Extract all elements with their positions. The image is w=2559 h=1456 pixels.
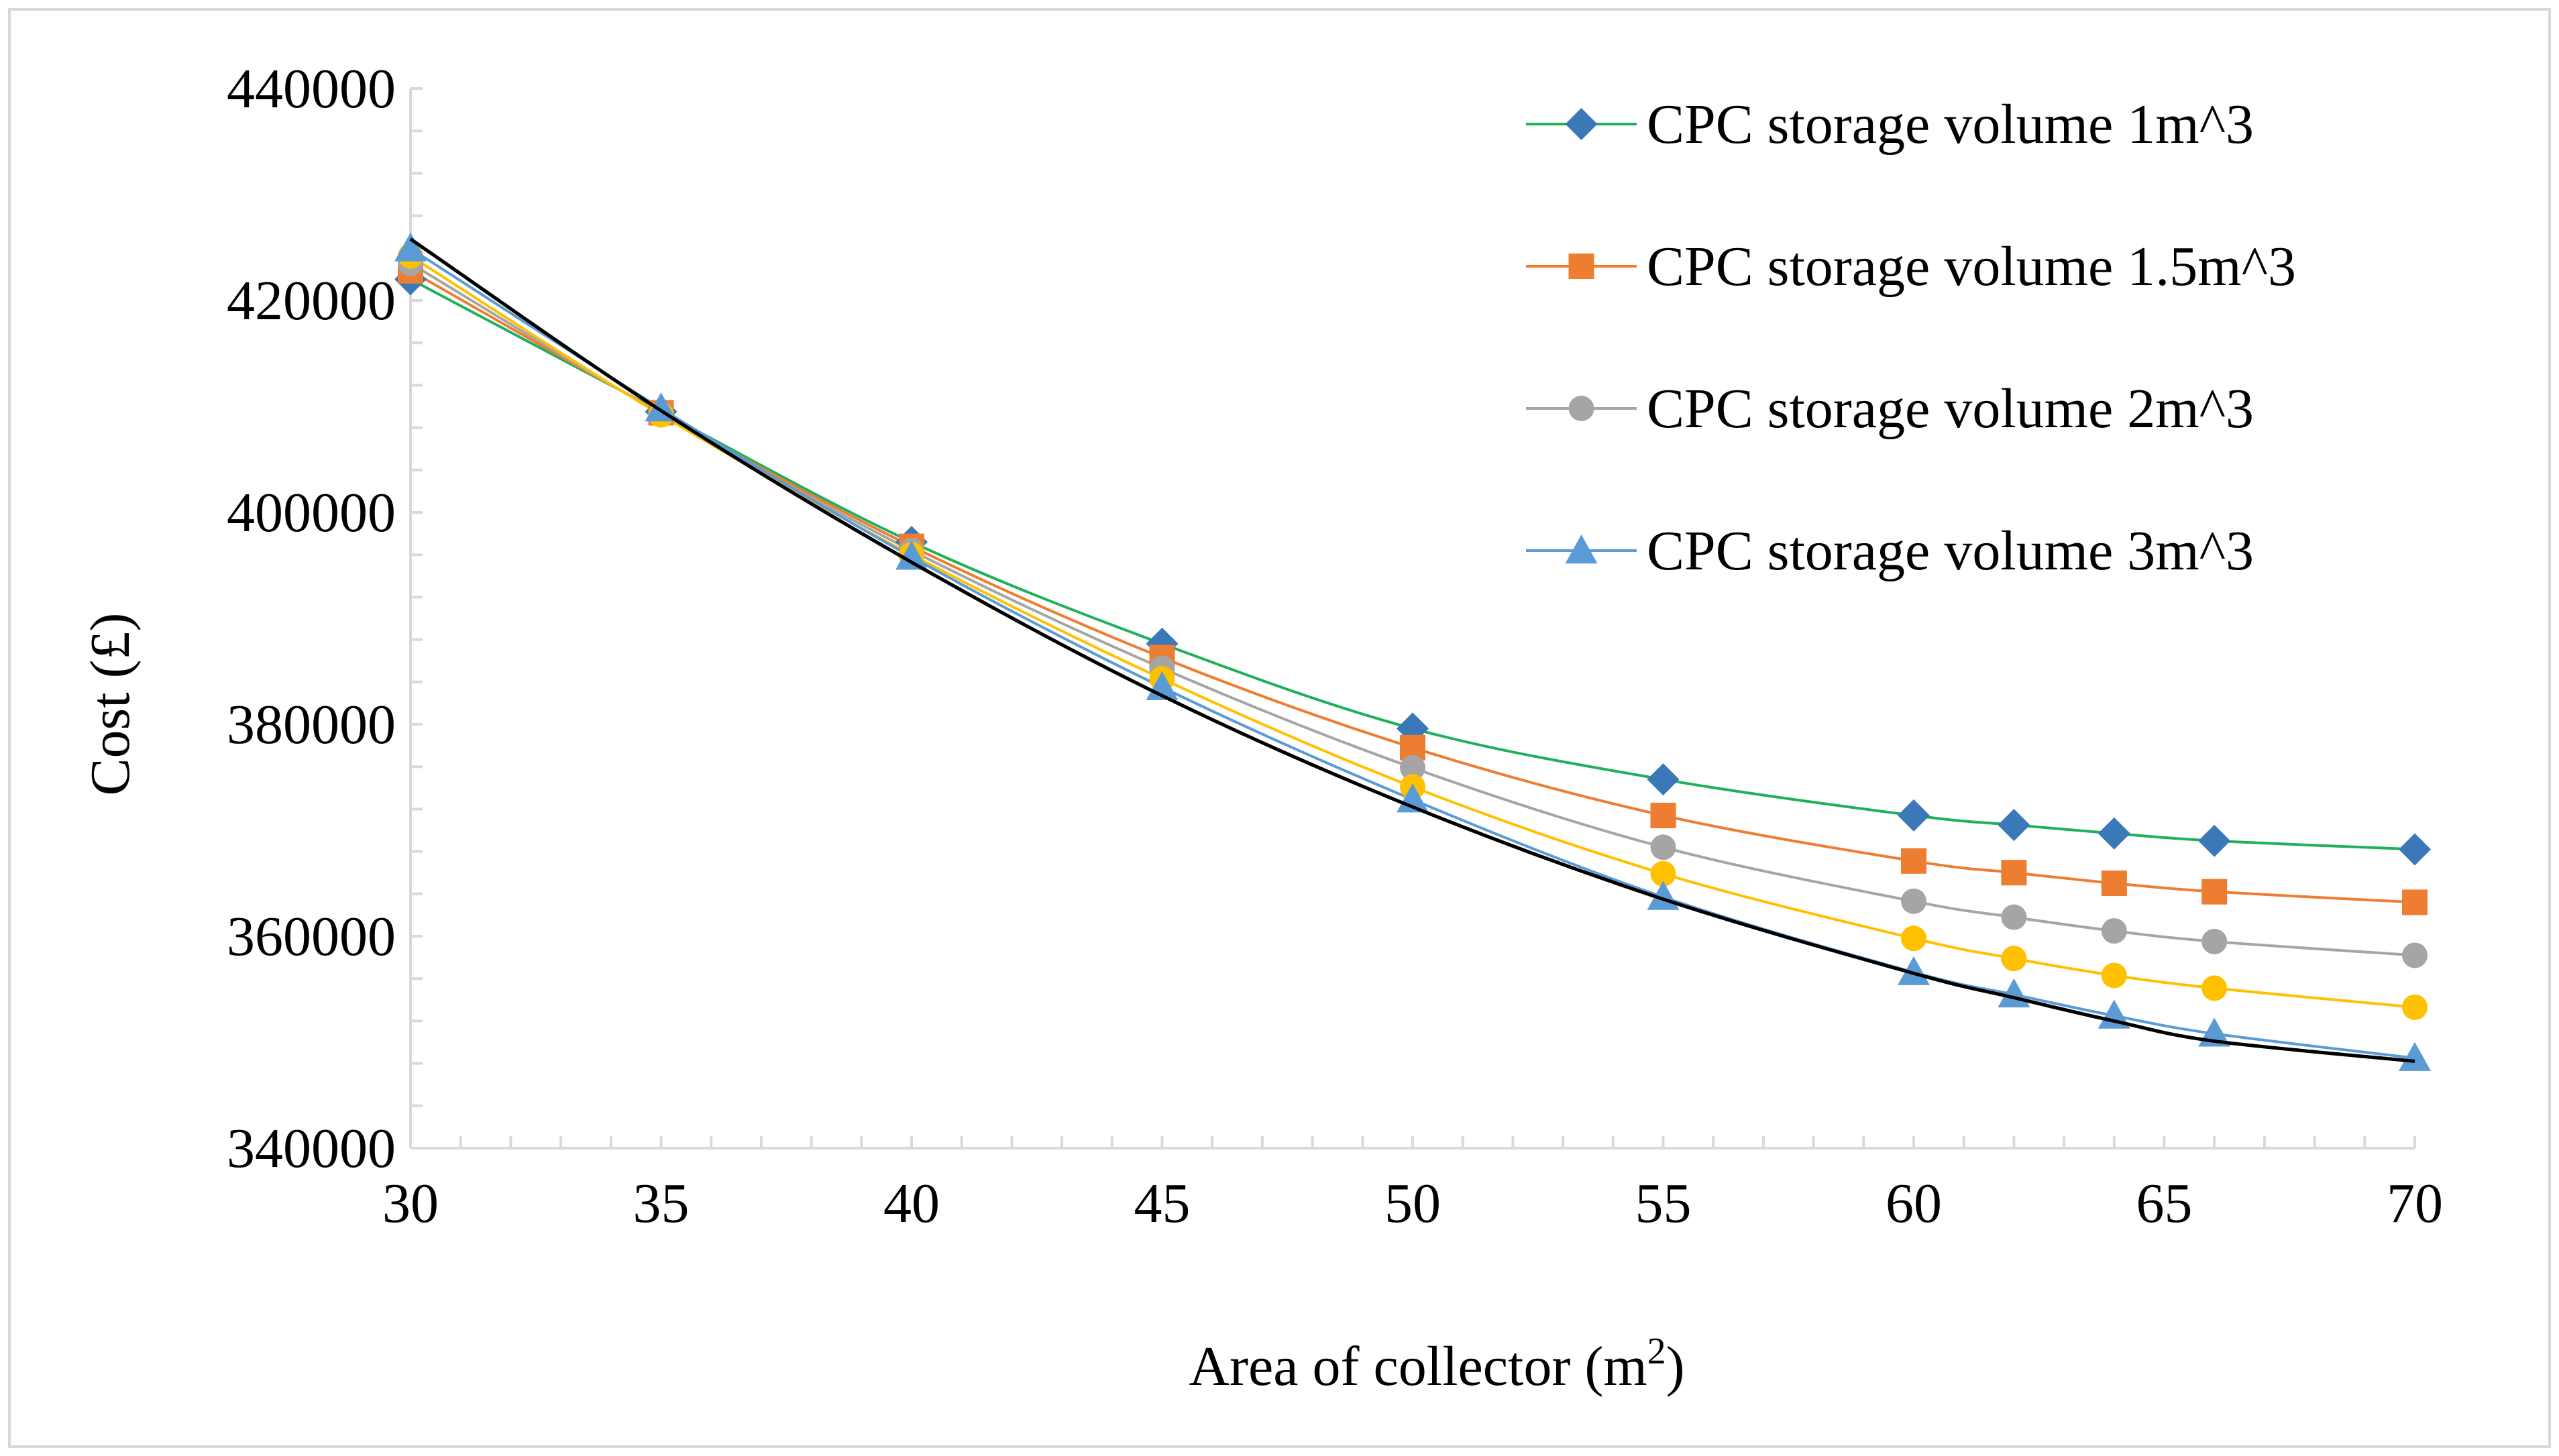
data-point-s2-6 [1901,888,1926,914]
x-tick-label: 55 [1635,1172,1692,1235]
data-point-s2-7 [2001,904,2027,930]
y-tick-label: 440000 [227,58,396,120]
x-tick-label: 50 [1384,1172,1441,1235]
data-point-s1-8 [2101,871,2127,896]
data-point-s1-7 [2001,860,2027,886]
data-point-s0-10 [2399,833,2431,866]
x-tick-label: 35 [633,1172,690,1235]
data-point-s1-10 [2402,889,2428,915]
x-tick-label: 70 [2387,1172,2443,1235]
legend-marker [1568,396,1594,421]
axes: 340000 360000 380000 400000 420000 440000 30 35… [227,58,2443,1235]
legend-label: CPC storage volume 2m^3 [1647,378,2254,440]
x-tick-label: 45 [1134,1172,1191,1235]
x-tick-label: 65 [2136,1172,2193,1235]
legend-marker [1568,254,1594,279]
chart-frame [8,8,2551,1448]
data-point-s3-6 [1901,926,1926,952]
y-tick-label: 340000 [227,1117,396,1180]
y-tick-label: 400000 [227,482,396,544]
legend-marker [1565,535,1598,564]
data-point-s3-7 [2001,946,2027,972]
data-point-s4-2 [895,541,928,570]
data-point-s3-9 [2201,975,2228,1001]
data-point-s1-6 [1901,848,1926,874]
x-tick-label: 40 [883,1172,940,1235]
legend: CPC storage volume 1m^3 CPC storage volum… [1526,93,2296,582]
data-point-s3-5 [1650,860,1676,887]
y-tick-label: 380000 [227,693,396,756]
data-point-s0-5 [1647,763,1680,796]
legend-marker [1565,108,1598,140]
data-point-s2-4 [1400,754,1425,781]
y-tick-label: 420000 [227,270,396,332]
data-point-s3-10 [2402,994,2428,1020]
x-axis-title: Area of collector (m2) [1189,1331,1684,1398]
data-point-s2-9 [2201,928,2228,954]
data-point-s1-9 [2201,879,2228,905]
series-layer [394,232,2431,1071]
data-point-s0-6 [1898,799,1930,832]
data-point-s0-8 [2098,817,2130,850]
y-tick-label: 360000 [227,905,396,968]
legend-label: CPC storage volume 3m^3 [1647,520,2254,582]
legend-label: CPC storage volume 1m^3 [1647,93,2254,156]
data-point-s1-5 [1650,802,1676,828]
legend-label: CPC storage volume 1.5m^3 [1647,235,2296,298]
x-tick-label: 30 [382,1172,439,1235]
data-point-s2-5 [1650,834,1676,860]
series-line-overlay [409,237,2415,1063]
data-point-s4-0 [394,232,427,262]
y-axis-title: Cost (£) [79,613,142,796]
series-line-2 [409,262,2415,957]
data-point-s3-8 [2101,962,2127,989]
data-point-s0-7 [1998,809,2030,842]
x-tick-label: 60 [1886,1172,1942,1235]
data-point-s2-10 [2402,942,2428,968]
data-point-s4-6 [1898,956,1930,985]
data-point-s0-9 [2198,824,2231,857]
data-point-s2-8 [2101,918,2127,944]
data-point-s4-10 [2399,1042,2431,1071]
